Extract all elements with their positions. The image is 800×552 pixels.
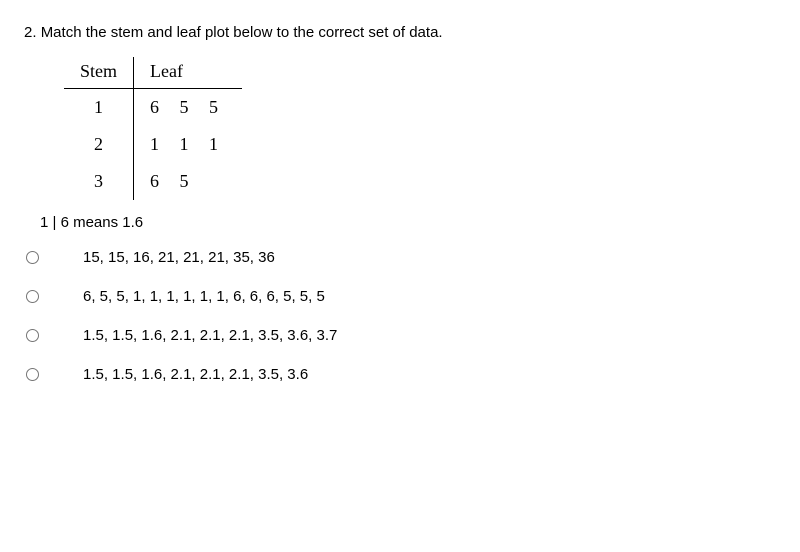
leaf-header: Leaf: [134, 57, 243, 89]
question-number: 2.: [24, 24, 37, 41]
table-row: 3 6 5: [64, 163, 242, 200]
option-text: 6, 5, 5, 1, 1, 1, 1, 1, 1, 6, 6, 6, 5, 5…: [83, 288, 325, 305]
answer-options: 15, 15, 16, 21, 21, 21, 35, 36 6, 5, 5, …: [26, 249, 776, 383]
leaf-cell: 6 5: [134, 163, 243, 200]
option-row[interactable]: 15, 15, 16, 21, 21, 21, 35, 36: [26, 249, 776, 266]
stem-leaf-plot: Stem Leaf 1 6 5 5 2 1 1 1 3 6 5: [64, 57, 776, 200]
option-row[interactable]: 1.5, 1.5, 1.6, 2.1, 2.1, 2.1, 3.5, 3.6: [26, 366, 776, 383]
stem-header: Stem: [64, 57, 134, 89]
option-radio-d[interactable]: [26, 368, 39, 381]
option-text: 15, 15, 16, 21, 21, 21, 35, 36: [83, 249, 275, 266]
leaf-cell: 1 1 1: [134, 126, 243, 163]
question-prompt-line: 2. Match the stem and leaf plot below to…: [24, 24, 776, 41]
option-text: 1.5, 1.5, 1.6, 2.1, 2.1, 2.1, 3.5, 3.6, …: [83, 327, 337, 344]
leaf-cell: 6 5 5: [134, 89, 243, 127]
option-radio-c[interactable]: [26, 329, 39, 342]
stem-cell: 3: [64, 163, 134, 200]
option-radio-b[interactable]: [26, 290, 39, 303]
table-row: 1 6 5 5: [64, 89, 242, 127]
question-prompt: Match the stem and leaf plot below to th…: [41, 24, 443, 41]
stem-leaf-table: Stem Leaf 1 6 5 5 2 1 1 1 3 6 5: [64, 57, 242, 200]
option-row[interactable]: 6, 5, 5, 1, 1, 1, 1, 1, 1, 6, 6, 6, 5, 5…: [26, 288, 776, 305]
option-radio-a[interactable]: [26, 251, 39, 264]
stem-cell: 1: [64, 89, 134, 127]
question-page: 2. Match the stem and leaf plot below to…: [0, 0, 800, 383]
stem-cell: 2: [64, 126, 134, 163]
option-text: 1.5, 1.5, 1.6, 2.1, 2.1, 2.1, 3.5, 3.6: [83, 366, 308, 383]
stem-leaf-key: 1 | 6 means 1.6: [40, 214, 776, 231]
table-row: 2 1 1 1: [64, 126, 242, 163]
option-row[interactable]: 1.5, 1.5, 1.6, 2.1, 2.1, 2.1, 3.5, 3.6, …: [26, 327, 776, 344]
